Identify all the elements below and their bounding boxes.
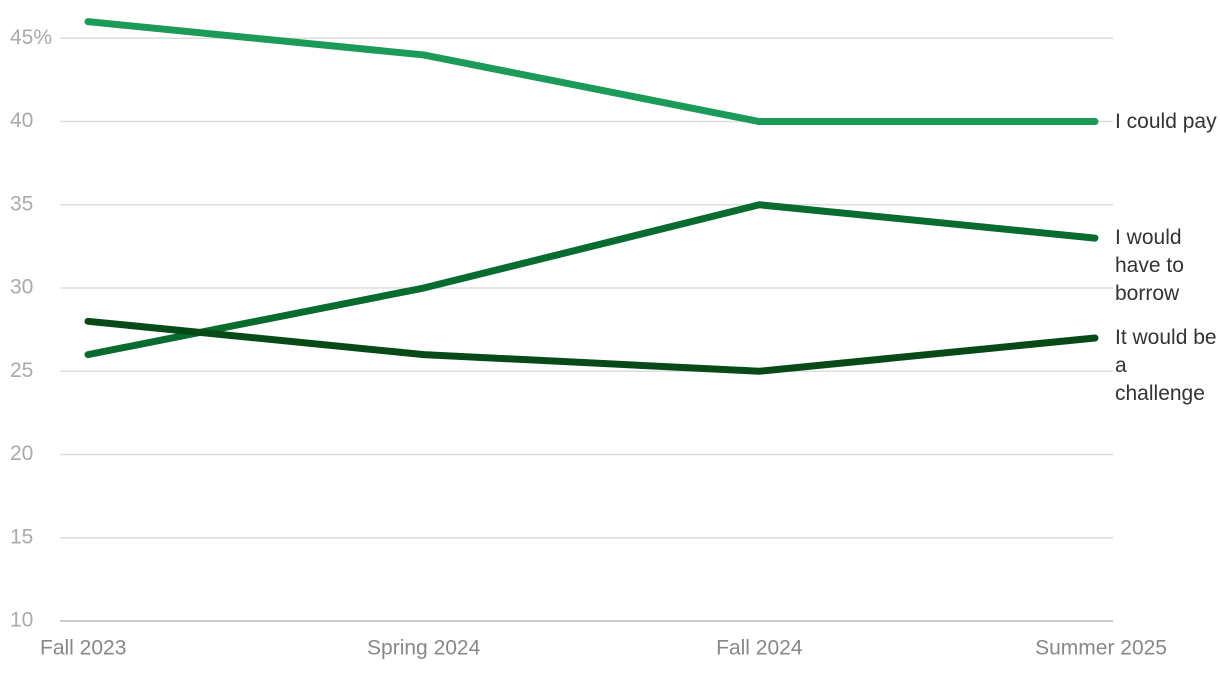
series-label: I could pay: [1115, 109, 1217, 133]
series-line: [84, 201, 1099, 359]
x-tick-label: Fall 2024: [716, 637, 803, 660]
series-line: [84, 18, 1099, 126]
y-tick-label: 25: [10, 359, 33, 382]
y-tick-label: 10: [10, 609, 33, 632]
y-tick-label: 35: [10, 192, 33, 215]
y-tick-label: 30: [10, 276, 33, 299]
y-tick-label: 15: [10, 525, 33, 548]
series-label: It would be a challenge: [1115, 325, 1217, 405]
x-tick-label: Fall 2023: [40, 637, 126, 660]
series-line: [84, 317, 1099, 375]
y-tick-label: 45%: [10, 26, 52, 49]
series-label: I would have to borrow: [1115, 226, 1184, 306]
x-tick-label: Spring 2024: [367, 637, 481, 660]
y-tick-label: 20: [10, 442, 33, 465]
x-tick-label: Summer 2025: [1035, 637, 1167, 660]
y-tick-label: 40: [10, 109, 33, 132]
